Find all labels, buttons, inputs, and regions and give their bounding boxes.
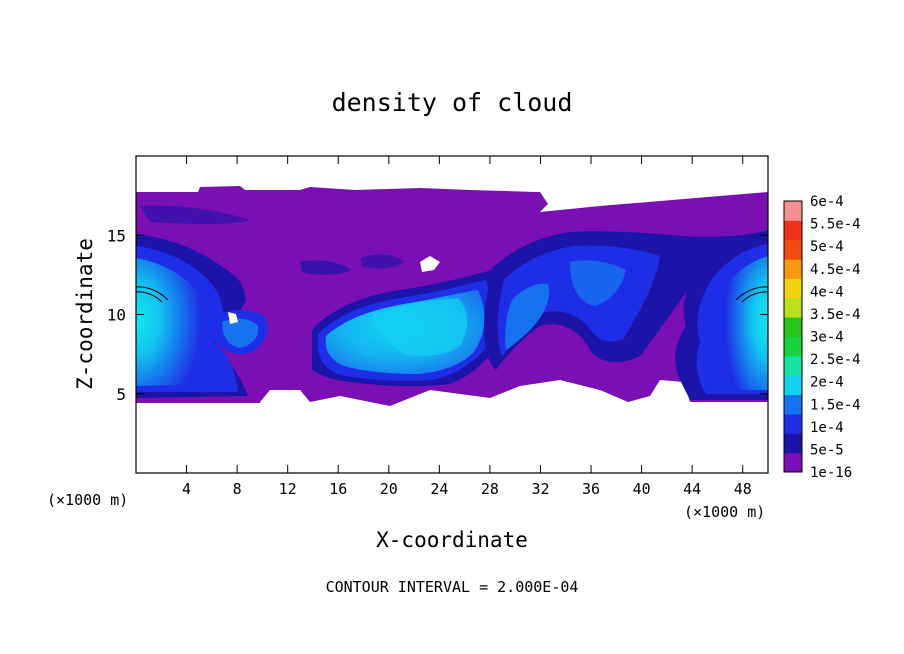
color-legend-swatch <box>784 433 802 454</box>
x-tick-label: 32 <box>531 480 549 498</box>
color-legend-swatch <box>784 413 802 434</box>
color-legend-label: 3e-4 <box>810 330 844 346</box>
x-axis: 4 8 12 16 20 24 28 32 36 40 44 48 <box>182 156 752 498</box>
y-tick-label: 5 <box>116 385 126 404</box>
color-legend-label: 5.5e-4 <box>810 217 861 233</box>
color-legend-swatch <box>784 239 802 260</box>
x-tick-label: 48 <box>734 480 752 498</box>
x-tick-label: 20 <box>380 480 398 498</box>
color-legend-label: 4e-4 <box>810 284 844 300</box>
color-legend-label: 1e-16 <box>810 465 852 481</box>
color-legend-swatch <box>784 452 802 473</box>
x-tick-label: 28 <box>481 480 499 498</box>
color-legend-label: 6e-4 <box>810 194 844 210</box>
color-legend-swatch <box>784 394 802 415</box>
x-tick-label: 8 <box>233 480 242 498</box>
x-tick-label: 16 <box>329 480 347 498</box>
color-legend-label: 3.5e-4 <box>810 307 861 323</box>
x-axis-label: X-coordinate <box>376 528 528 552</box>
x-tick-label: 44 <box>683 480 701 498</box>
contour-field <box>136 186 768 406</box>
y-axis: 5 10 15 <box>107 226 768 404</box>
color-legend-swatch <box>784 278 802 299</box>
color-legend-swatch <box>784 336 802 357</box>
color-legend-label: 1.5e-4 <box>810 397 861 413</box>
color-legend-swatch <box>784 375 802 396</box>
color-legend-frame <box>783 200 803 473</box>
color-legend-label: 2e-4 <box>810 375 844 391</box>
color-legend-swatch <box>784 317 802 337</box>
y-tick-label: 10 <box>107 306 126 325</box>
color-legend-label: 4.5e-4 <box>810 262 861 278</box>
contour-interval-note: CONTOUR INTERVAL = 2.000E-04 <box>326 578 579 596</box>
color-legend: 1e-16 5e-5 1e-4 1.5e-4 2e-4 2.5e-4 3e-4 3.5e-4 4… <box>783 194 861 481</box>
x-tick-label: 36 <box>582 480 600 498</box>
color-legend-swatch <box>784 355 802 376</box>
color-legend-label: 2.5e-4 <box>810 352 861 368</box>
color-legend-label: 5e-4 <box>810 239 844 255</box>
color-legend-label: 5e-5 <box>810 442 844 458</box>
y-axis-label: Z-coordinate <box>73 238 97 390</box>
y-tick-label: 15 <box>107 226 126 245</box>
color-legend-swatch <box>784 201 802 221</box>
color-legend-swatch <box>784 259 802 279</box>
chart-title: density of cloud <box>332 88 573 117</box>
color-legend-swatch <box>784 220 802 241</box>
x-unit-label-right: (×1000 m) <box>684 503 765 521</box>
x-unit-label-left: (×1000 m) <box>47 491 128 509</box>
color-legend-swatch <box>784 297 802 318</box>
x-tick-label: 4 <box>182 480 191 498</box>
color-legend-label: 1e-4 <box>810 420 844 436</box>
x-tick-label: 12 <box>279 480 297 498</box>
x-tick-label: 24 <box>430 480 448 498</box>
x-tick-label: 40 <box>633 480 651 498</box>
